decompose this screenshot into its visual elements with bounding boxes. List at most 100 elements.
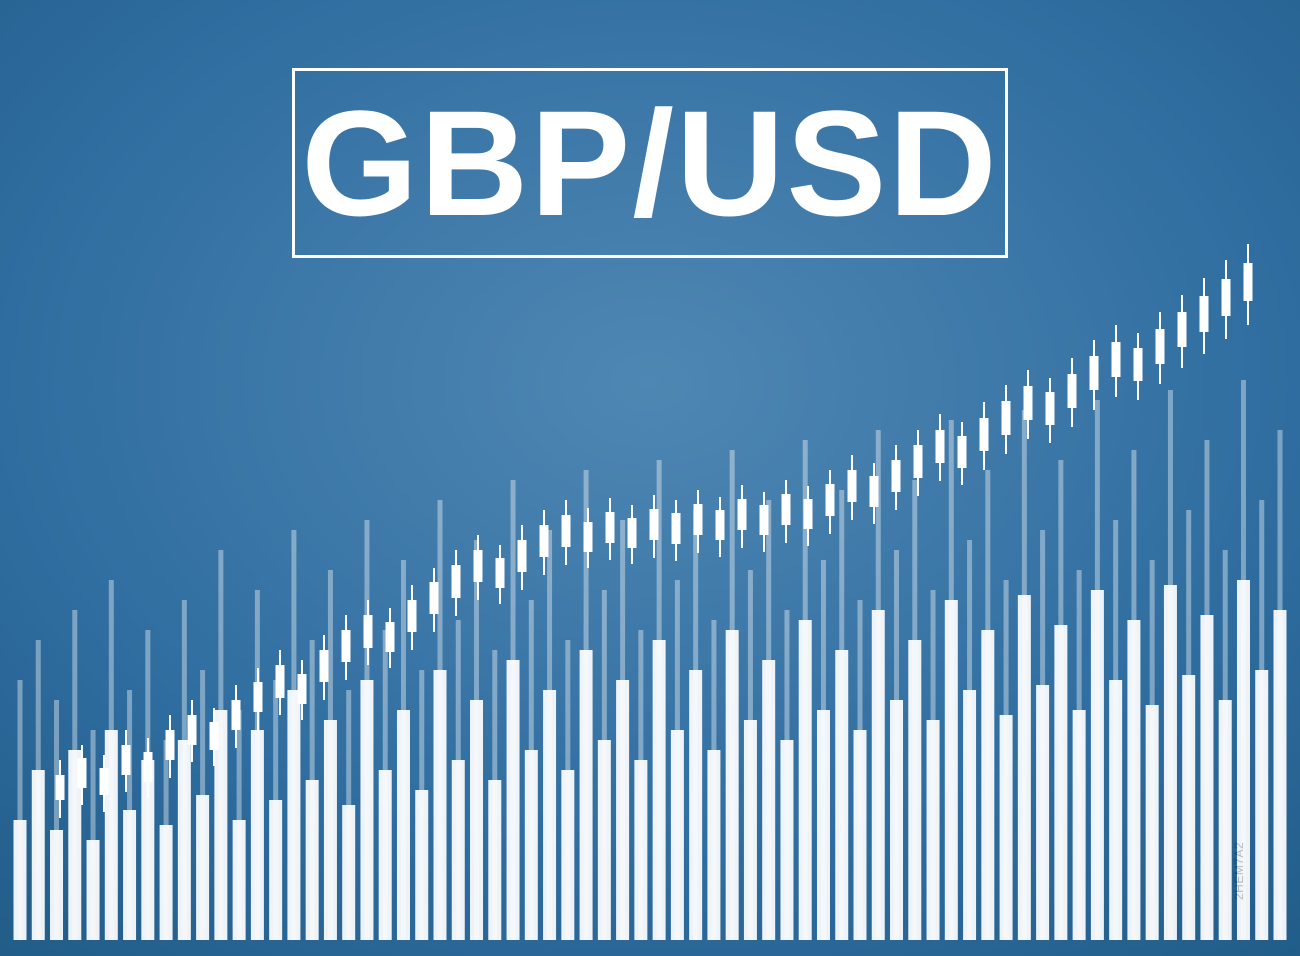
volume-bar-wide [653,640,666,940]
volume-bar-wide [415,790,428,940]
candle-body [562,515,571,547]
volume-bar-wide [817,710,830,940]
candle-body [672,513,681,544]
volume-bar-wide [178,740,191,940]
volume-bar-wide [397,710,410,940]
volume-bar-wide [32,770,45,940]
candle-body [1068,374,1077,408]
volume-bar-wide [707,750,720,940]
candle-body [56,775,65,800]
candle-body [1024,386,1033,420]
candle-body [474,550,483,582]
candle-body [540,525,549,557]
candle-body [1222,279,1231,316]
candle-body [518,540,527,572]
volume-bar-wide [963,690,976,940]
volume-bar-wide [598,740,611,940]
volume-bar-wide [1054,625,1067,940]
candle-body [958,436,967,468]
volume-bar-wide [269,800,282,940]
volume-bar-wide [105,730,118,940]
volume-bar-wide [580,650,593,940]
volume-bar-wide [1219,700,1232,940]
volume-bar-wide [287,690,300,940]
volume-bar-wide [379,770,392,940]
volume-bar-wide [780,740,793,940]
volume-bar-wide [324,720,337,940]
candle-body [408,600,417,632]
volume-bar-wide [1000,715,1013,940]
volume-bar-wide [945,600,958,940]
volume-bar-wide [525,750,538,940]
volume-bar-wide [50,830,63,940]
candle-body [650,509,659,540]
forex-chart-graphic: GBP/USD 2HEM7A2 [0,0,1300,956]
candle-body [804,499,813,529]
volume-bar-wide [488,780,501,940]
candle-body [188,715,197,745]
candle-body [892,460,901,492]
volume-bar-wide [1018,595,1031,940]
candle-body [1244,263,1253,301]
volume-bar-wide [744,720,757,940]
candle-body [78,758,87,788]
volume-bar-wide [634,760,647,940]
candle-body [1090,356,1099,390]
title-box: GBP/USD [292,68,1008,258]
volume-bar-wide [434,670,447,940]
candle-body [122,745,131,775]
volume-bar-wide [1200,615,1213,940]
candle-body [320,650,329,682]
title-text: GBP/USD [301,77,998,250]
volume-bar-wide [1127,620,1140,940]
candle-body [342,630,351,662]
volume-bar-wide [1109,680,1122,940]
candle-body [452,565,461,598]
volume-bar-wide [1036,685,1049,940]
candle-body [166,730,175,760]
volume-bar-wide [854,730,867,940]
candle-body [254,682,263,712]
volume-bar-wide [1073,710,1086,940]
volume-bar-wide [160,825,173,940]
candle-body [980,418,989,451]
candle-body [430,582,439,614]
volume-bar-wide [762,660,775,940]
candle-body [914,445,923,478]
candle-body [1156,329,1165,364]
candle-body [276,665,285,698]
candle-body [232,700,241,730]
candle-body [1002,401,1011,435]
candle-body [1046,392,1055,425]
candle-body [584,522,593,552]
volume-bar-wide [1274,610,1287,940]
volume-bar-wide [1182,675,1195,940]
candle-body [738,499,747,530]
candle-body [848,470,857,502]
volume-bar-wide [835,650,848,940]
candle-body [870,476,879,507]
volume-bar-wide [908,640,921,940]
candle-body [760,505,769,535]
volume-bar-wide [251,730,264,940]
candle-body [1112,342,1121,377]
candle-body [782,494,791,525]
candle-body [144,752,153,782]
volume-bar-wide [799,620,812,940]
volume-bar-wide [507,660,520,940]
volume-bar-wide [890,700,903,940]
candle-body [694,504,703,535]
candle-body [100,768,109,795]
volume-bar-wide [1146,705,1159,940]
volume-bar-wide [726,630,739,940]
volume-bar-wide [1255,670,1268,940]
candle-body [1134,348,1143,381]
volume-bar-wide [123,810,136,940]
volume-bar-wide [1164,585,1177,940]
volume-bar-wide [196,795,209,940]
candle-body [298,674,307,704]
watermark-text: 2HEM7A2 [1232,842,1246,900]
candle-body [826,484,835,516]
volume-bar-wide [360,680,373,940]
candle-body [716,510,725,540]
